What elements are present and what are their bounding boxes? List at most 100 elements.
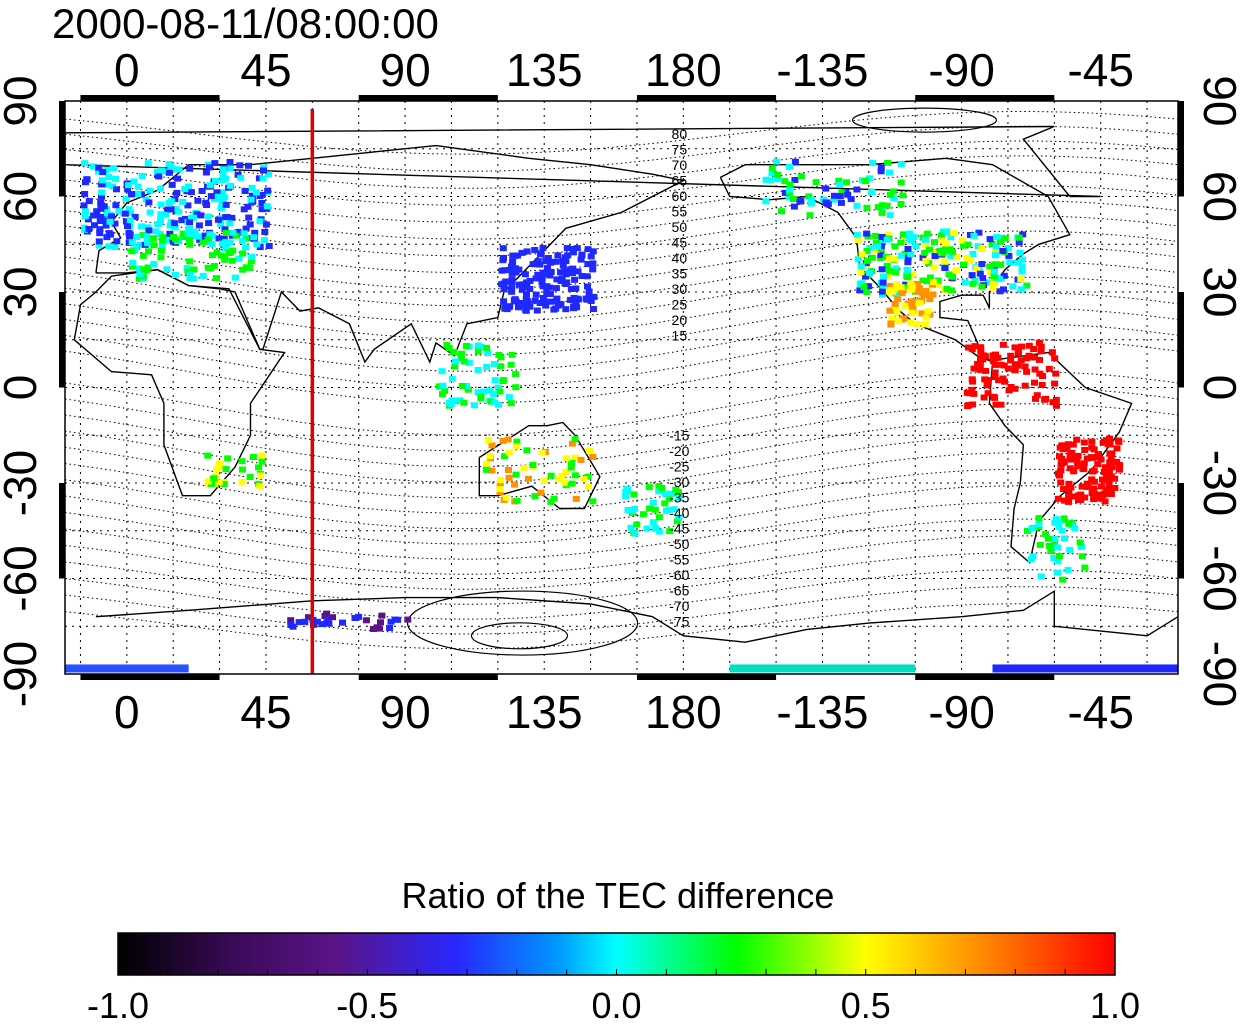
data-cell xyxy=(865,175,873,182)
data-cell xyxy=(1051,536,1059,542)
data-cell xyxy=(206,164,213,171)
data-cell xyxy=(1059,576,1067,583)
frame-bar-bottom xyxy=(636,674,777,680)
data-cell xyxy=(1023,368,1031,375)
data-cell xyxy=(622,493,630,500)
data-cell xyxy=(922,288,930,295)
data-cell xyxy=(1037,573,1045,580)
data-cell xyxy=(978,261,986,267)
data-cell xyxy=(1052,370,1060,377)
colorbar-tick-label: 0.5 xyxy=(841,985,891,1024)
data-cell xyxy=(256,482,264,489)
data-cell xyxy=(208,241,216,248)
data-cell xyxy=(982,367,990,374)
data-cell xyxy=(95,164,103,171)
data-cell xyxy=(1078,543,1085,550)
data-cell xyxy=(1089,468,1096,475)
data-cell xyxy=(85,198,93,205)
data-cell xyxy=(512,371,520,378)
data-cell xyxy=(509,252,517,259)
data-cell xyxy=(218,240,226,247)
data-cell xyxy=(965,390,973,397)
data-cell xyxy=(133,234,141,240)
data-cell xyxy=(643,525,651,532)
data-cell xyxy=(1023,355,1031,362)
contour-line xyxy=(65,111,1178,155)
data-cell xyxy=(942,246,949,253)
data-cell xyxy=(991,369,999,376)
data-cell xyxy=(89,163,97,170)
data-cell xyxy=(531,493,539,500)
frame-bar-left xyxy=(59,101,65,197)
data-cell xyxy=(584,473,592,480)
contour-ellipse xyxy=(406,590,639,656)
left-lat-tick-label: -90 xyxy=(0,641,46,707)
data-cell xyxy=(907,280,915,287)
plot-title: 2000-08-11/08:00:00 xyxy=(52,0,439,47)
data-cell xyxy=(922,314,930,321)
data-cell xyxy=(107,231,115,238)
data-cell xyxy=(186,275,194,282)
colorbar: Ratio of the TEC difference -1.0 -0.5 0.0 0… xyxy=(87,875,1140,1024)
data-cell xyxy=(587,253,595,260)
data-cell xyxy=(150,242,158,249)
data-cell xyxy=(1073,457,1081,464)
data-cell xyxy=(835,177,843,184)
data-cell xyxy=(1056,553,1063,559)
data-cell xyxy=(856,281,864,288)
data-cell xyxy=(892,269,900,276)
data-cell xyxy=(256,193,264,200)
data-cell xyxy=(995,377,1003,384)
data-cell xyxy=(215,235,223,242)
data-cell xyxy=(571,472,579,479)
data-cell xyxy=(93,208,101,215)
data-cell xyxy=(175,208,182,215)
data-cell xyxy=(154,221,162,227)
data-cell xyxy=(571,276,579,283)
data-cell xyxy=(969,401,977,408)
data-cell xyxy=(122,218,130,225)
data-cell xyxy=(808,196,815,203)
data-cell xyxy=(910,234,918,240)
data-cell xyxy=(926,311,934,318)
data-cell xyxy=(81,224,89,231)
data-cell xyxy=(560,479,568,486)
data-cell xyxy=(539,283,547,290)
data-cell xyxy=(649,499,657,506)
top-longitude-ticks: 0 45 90 135 180 -135 -90 -45 xyxy=(114,44,1134,96)
data-cell xyxy=(568,440,576,447)
data-cell xyxy=(204,452,212,459)
data-cell xyxy=(922,291,930,298)
data-cell xyxy=(490,390,498,397)
data-cell xyxy=(1098,476,1106,483)
data-cell xyxy=(986,263,994,270)
data-cell xyxy=(111,220,119,227)
data-cell xyxy=(156,185,164,192)
data-cell xyxy=(531,247,539,253)
data-cell xyxy=(1014,259,1022,266)
data-cell xyxy=(523,447,531,454)
data-cell xyxy=(484,437,492,444)
data-cell xyxy=(649,519,657,526)
data-cell xyxy=(190,266,198,273)
data-cell xyxy=(240,230,248,237)
data-cell xyxy=(339,619,346,626)
data-cell xyxy=(194,233,202,240)
data-cell xyxy=(981,353,989,360)
data-cell xyxy=(144,224,152,231)
left-lat-tick-label: 90 xyxy=(0,75,46,126)
data-cell xyxy=(554,252,562,259)
data-cell xyxy=(149,235,157,242)
data-cell xyxy=(1038,382,1046,388)
data-cell xyxy=(113,186,120,193)
data-cell xyxy=(1101,498,1109,505)
data-cell xyxy=(1045,535,1052,542)
data-cell xyxy=(670,506,678,513)
data-cell xyxy=(247,196,255,203)
data-cell xyxy=(205,220,213,227)
data-cell xyxy=(540,269,548,276)
data-cell xyxy=(189,232,197,239)
data-cell xyxy=(844,191,852,198)
frame-bar-bottom xyxy=(915,674,1055,680)
data-cell xyxy=(1055,523,1063,530)
